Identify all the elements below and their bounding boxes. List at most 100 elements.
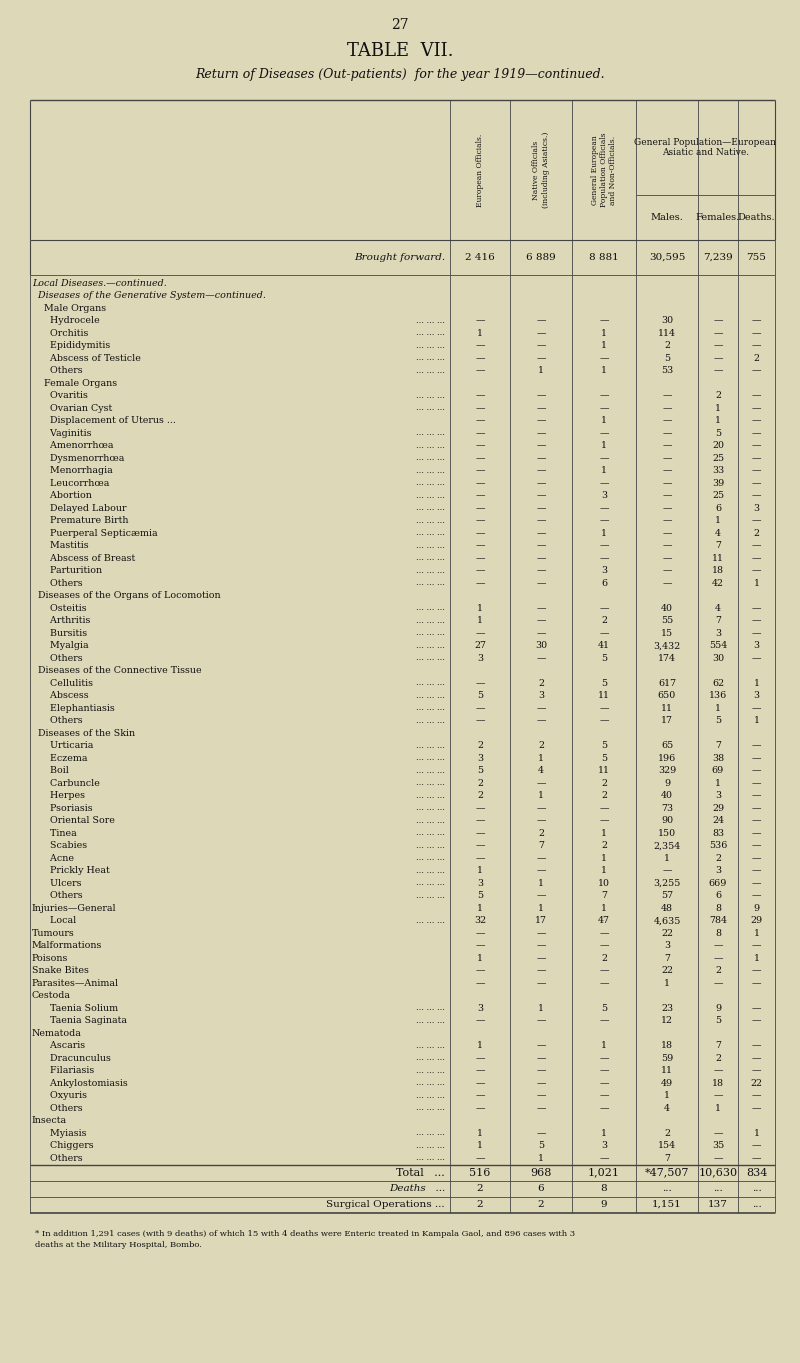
Text: 6: 6 — [715, 891, 721, 900]
Text: ... ... ...: ... ... ... — [416, 604, 445, 612]
Text: Menorrhagia: Menorrhagia — [32, 466, 113, 476]
Text: Abscess of Breast: Abscess of Breast — [32, 553, 135, 563]
Text: Arthritis: Arthritis — [32, 616, 90, 626]
Text: 2: 2 — [754, 529, 759, 538]
Text: 1,151: 1,151 — [652, 1199, 682, 1209]
Text: —: — — [536, 604, 546, 613]
Text: —: — — [536, 928, 546, 938]
Text: 12: 12 — [661, 1017, 673, 1025]
Text: ... ... ...: ... ... ... — [416, 654, 445, 662]
Text: —: — — [599, 966, 609, 976]
Text: —: — — [599, 979, 609, 988]
Text: —: — — [752, 541, 762, 551]
Text: —: — — [662, 867, 672, 875]
Text: —: — — [599, 928, 609, 938]
Text: —: — — [475, 478, 485, 488]
Text: 47: 47 — [598, 916, 610, 925]
Text: —: — — [752, 942, 762, 950]
Text: ... ... ...: ... ... ... — [416, 442, 445, 450]
Text: 11: 11 — [712, 553, 724, 563]
Text: 2: 2 — [715, 966, 721, 976]
Text: —: — — [599, 942, 609, 950]
Text: 2: 2 — [538, 679, 544, 688]
Text: Oxyuris: Oxyuris — [32, 1092, 87, 1100]
Text: 755: 755 — [746, 254, 766, 262]
Text: —: — — [752, 1041, 762, 1051]
Text: 62: 62 — [712, 679, 724, 688]
Text: ... ... ...: ... ... ... — [416, 679, 445, 687]
Text: —: — — [752, 1092, 762, 1100]
Text: 1,021: 1,021 — [588, 1168, 620, 1178]
Text: 617: 617 — [658, 679, 676, 688]
Text: 6 889: 6 889 — [526, 254, 556, 262]
Text: 1: 1 — [715, 778, 721, 788]
Text: ... ... ...: ... ... ... — [416, 367, 445, 375]
Text: —: — — [752, 517, 762, 525]
Text: —: — — [536, 891, 546, 900]
Text: —: — — [536, 517, 546, 525]
Text: —: — — [752, 1153, 762, 1163]
Text: Taenia Saginata: Taenia Saginata — [32, 1017, 127, 1025]
Text: 8 881: 8 881 — [589, 254, 619, 262]
Text: —: — — [752, 1054, 762, 1063]
Text: 1: 1 — [477, 904, 483, 913]
Text: Ascaris: Ascaris — [32, 1041, 85, 1051]
Text: —: — — [752, 553, 762, 563]
Text: 1: 1 — [601, 328, 607, 338]
Text: —: — — [536, 628, 546, 638]
Text: —: — — [536, 616, 546, 626]
Text: 1: 1 — [754, 928, 759, 938]
Text: Others: Others — [32, 891, 82, 900]
Text: —: — — [475, 553, 485, 563]
Text: ... ... ...: ... ... ... — [416, 579, 445, 587]
Text: 4: 4 — [715, 529, 721, 538]
Text: ... ... ...: ... ... ... — [416, 405, 445, 412]
Text: —: — — [599, 1104, 609, 1112]
Text: —: — — [599, 1066, 609, 1075]
Text: 516: 516 — [470, 1168, 490, 1178]
Text: 73: 73 — [661, 804, 673, 812]
Text: 2 416: 2 416 — [465, 254, 495, 262]
Text: 2: 2 — [601, 954, 607, 962]
Text: —: — — [536, 529, 546, 538]
Text: —: — — [752, 616, 762, 626]
Text: Snake Bites: Snake Bites — [32, 966, 89, 976]
Text: 137: 137 — [708, 1199, 728, 1209]
Text: —: — — [536, 391, 546, 401]
Text: 1: 1 — [477, 1129, 483, 1138]
Text: 329: 329 — [658, 766, 676, 776]
Text: 536: 536 — [709, 841, 727, 851]
Text: —: — — [714, 1066, 722, 1075]
Text: ... ... ...: ... ... ... — [416, 792, 445, 800]
Text: 3,255: 3,255 — [654, 879, 681, 887]
Text: 1: 1 — [754, 579, 759, 587]
Text: —: — — [536, 491, 546, 500]
Text: Myalgia: Myalgia — [32, 641, 89, 650]
Text: —: — — [752, 391, 762, 401]
Text: —: — — [599, 504, 609, 512]
Text: Deaths.: Deaths. — [738, 213, 775, 222]
Text: —: — — [536, 1041, 546, 1051]
Text: 30: 30 — [535, 641, 547, 650]
Text: —: — — [662, 391, 672, 401]
Text: 9: 9 — [715, 1003, 721, 1013]
Text: Local Diseases.—continued.: Local Diseases.—continued. — [32, 279, 166, 288]
Text: 69: 69 — [712, 766, 724, 776]
Text: —: — — [599, 1017, 609, 1025]
Text: 1: 1 — [601, 341, 607, 350]
Text: 1: 1 — [715, 1104, 721, 1112]
Text: 3: 3 — [754, 641, 759, 650]
Text: —: — — [475, 504, 485, 512]
Text: —: — — [662, 466, 672, 476]
Text: —: — — [599, 716, 609, 725]
Text: Native Officials
(including Asiatics.): Native Officials (including Asiatics.) — [533, 132, 550, 209]
Text: 2: 2 — [601, 792, 607, 800]
Text: 8: 8 — [601, 1184, 607, 1193]
Text: Abortion: Abortion — [32, 491, 92, 500]
Text: ...: ... — [752, 1184, 762, 1193]
Text: Parasites—Animal: Parasites—Animal — [32, 979, 119, 988]
Text: —: — — [752, 604, 762, 613]
Text: Psoriasis: Psoriasis — [32, 804, 93, 812]
Text: 1: 1 — [601, 867, 607, 875]
Text: —: — — [475, 354, 485, 363]
